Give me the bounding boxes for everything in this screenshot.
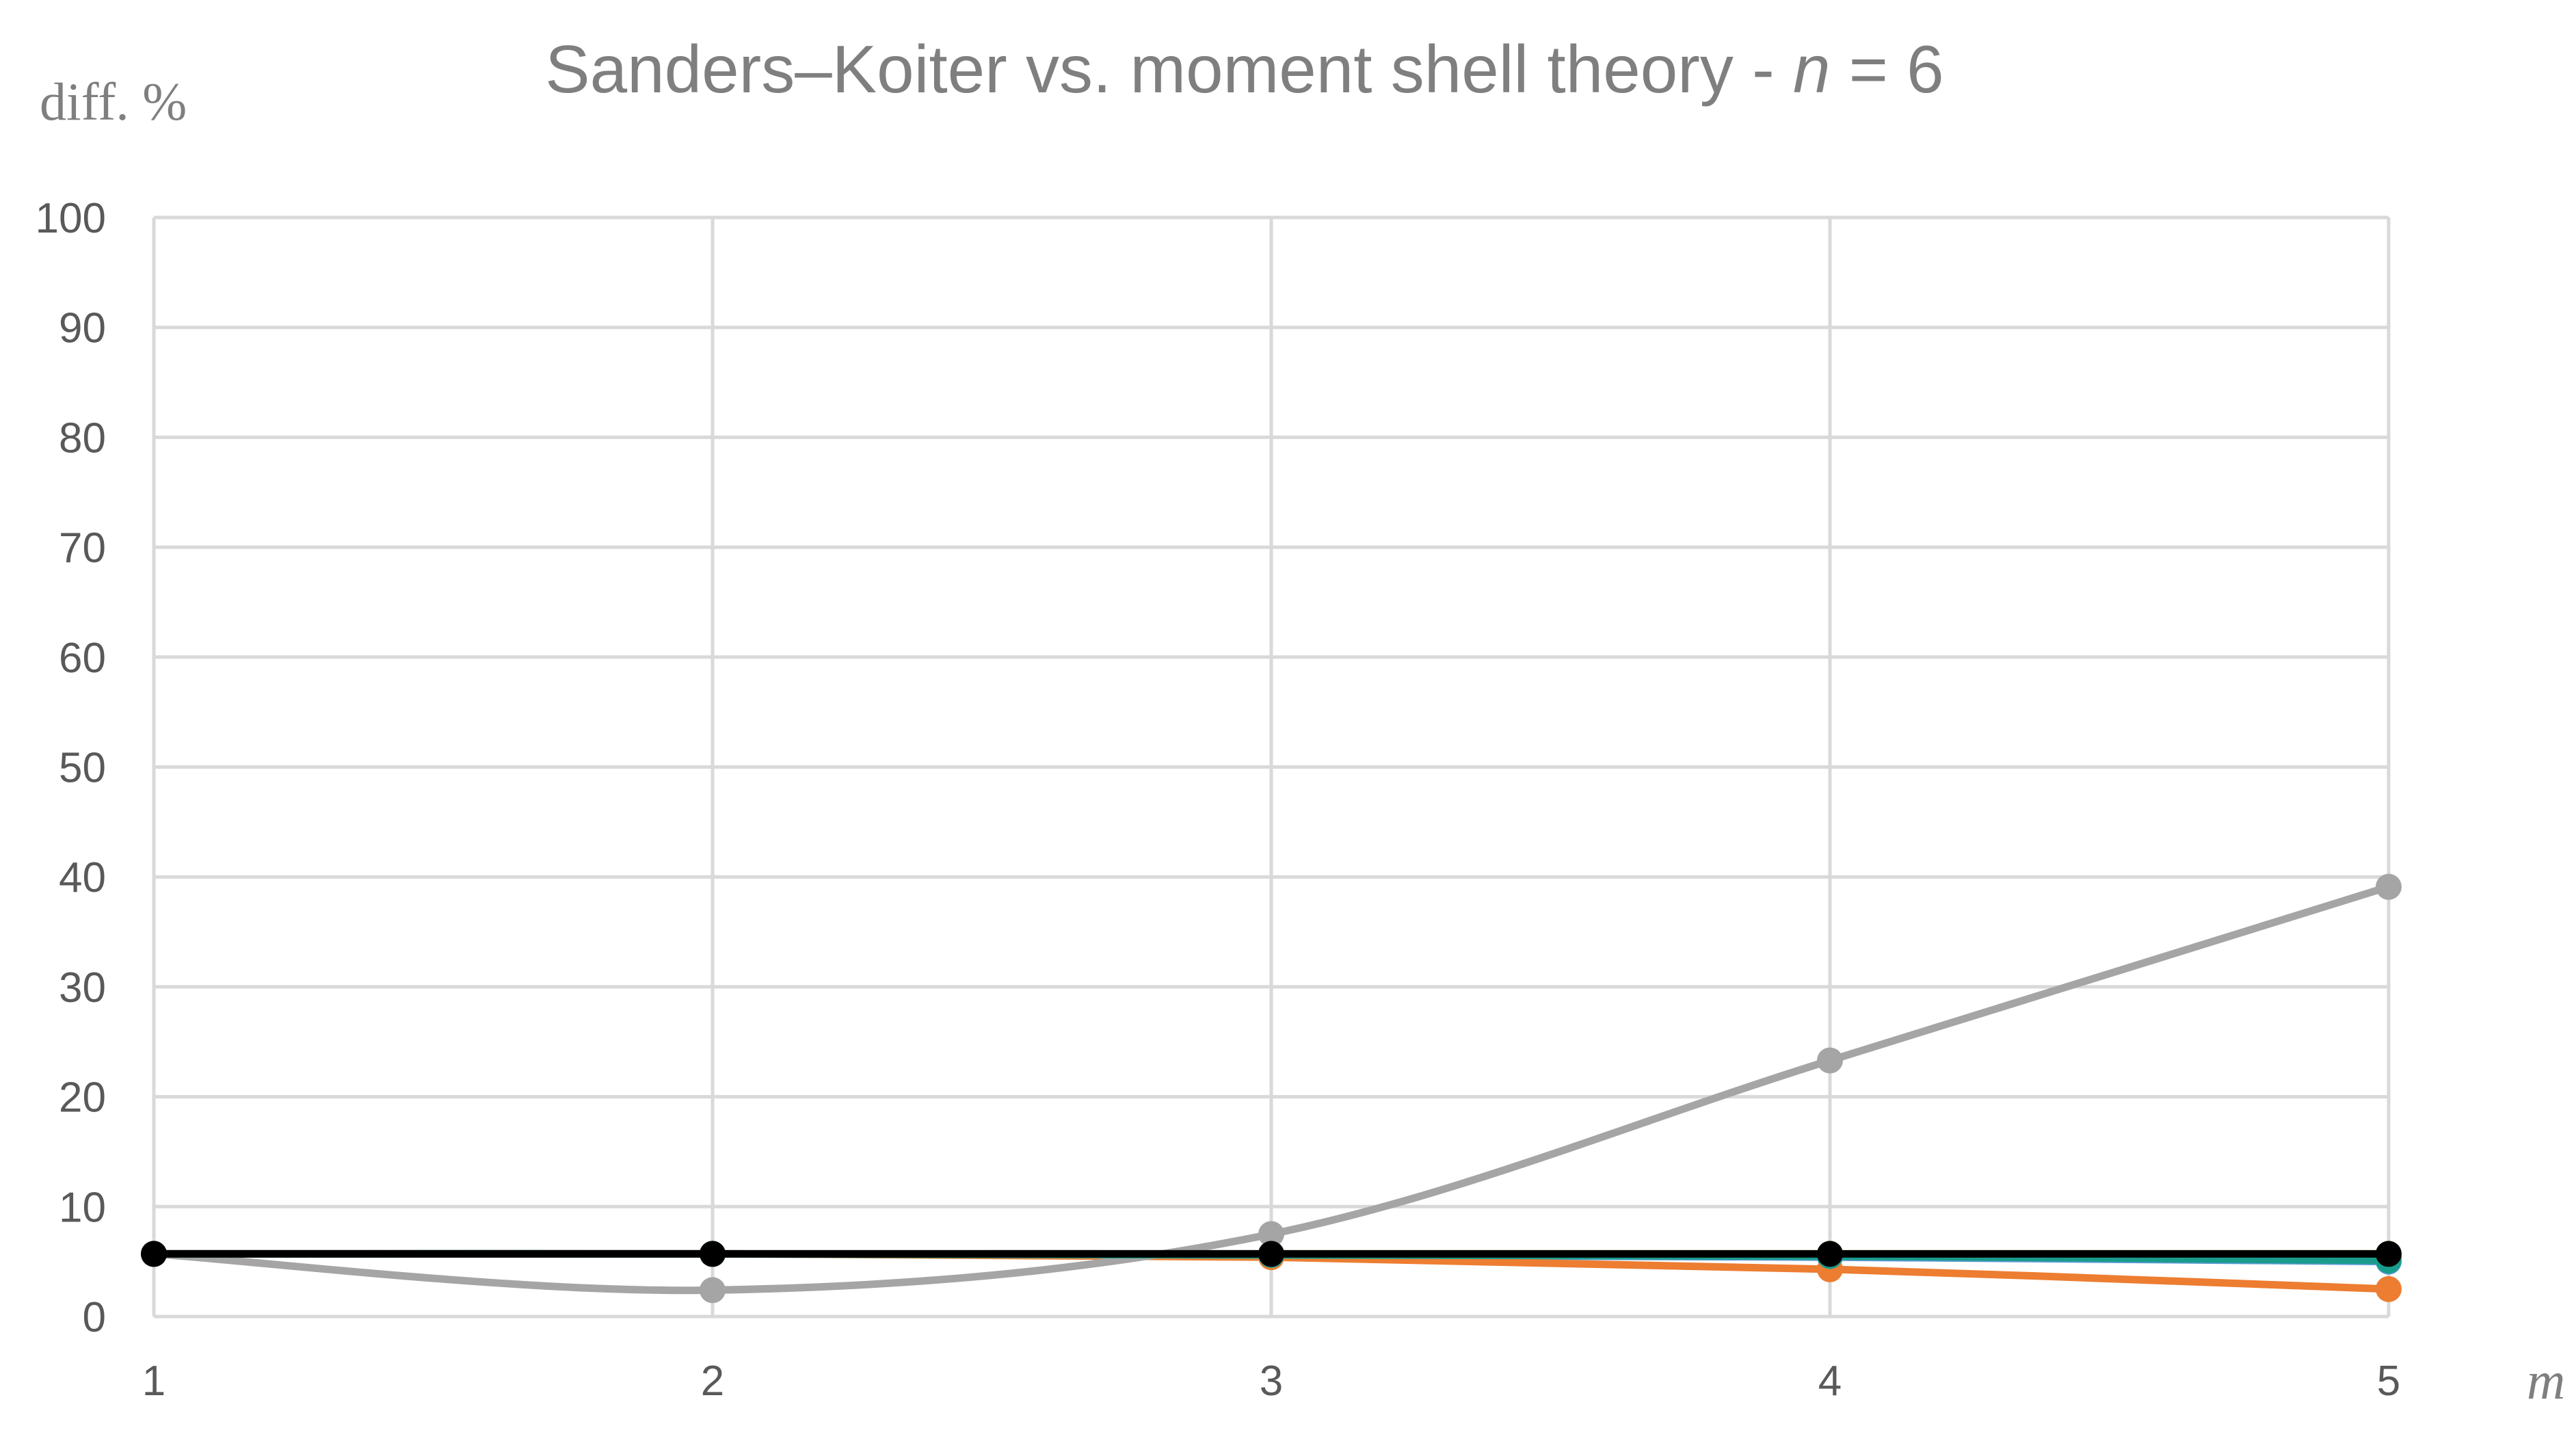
x-axis-label: m (2527, 1351, 2565, 1410)
y-tick-label: 60 (59, 635, 106, 682)
y-tick-label: 100 (36, 195, 106, 242)
y-tick-label: 70 (59, 525, 106, 572)
chart-title-suffix: = 6 (1831, 31, 1944, 107)
x-tick-label: 2 (701, 1358, 724, 1405)
chart-title-prefix: Sanders–Koiter vs. moment shell theory - (545, 31, 1793, 107)
y-tick-label: 20 (59, 1074, 106, 1122)
y-tick-label: 30 (59, 964, 106, 1012)
data-point (700, 1277, 726, 1304)
data-point (2376, 873, 2402, 900)
data-point (1817, 1047, 1843, 1074)
x-tick-label: 4 (1818, 1358, 1842, 1405)
y-tick-label: 40 (59, 854, 106, 901)
data-point (141, 1241, 167, 1267)
data-point (1258, 1221, 1284, 1247)
chart-title: Sanders–Koiter vs. moment shell theory -… (545, 31, 1943, 107)
x-tick-label: 5 (2377, 1358, 2400, 1405)
data-point (2376, 1275, 2402, 1302)
y-tick-labels: 0 10 20 30 40 50 60 70 80 90 100 (36, 195, 106, 1341)
y-tick-label: 80 (59, 414, 106, 462)
y-tick-label: 0 (83, 1294, 106, 1341)
data-point (2376, 1241, 2402, 1267)
data-point (700, 1241, 726, 1267)
series-lines (141, 873, 2402, 1304)
y-tick-label: 90 (59, 305, 106, 352)
data-point (1817, 1241, 1843, 1267)
chart-title-variable: n (1793, 31, 1831, 107)
x-tick-label: 1 (142, 1358, 165, 1405)
gridlines (152, 215, 2391, 1319)
data-point (1258, 1241, 1284, 1267)
y-axis-label: diff. % (40, 72, 187, 131)
series-7 (141, 1241, 2402, 1267)
x-tick-label: 3 (1260, 1358, 1283, 1405)
y-tick-label: 50 (59, 745, 106, 792)
x-tick-labels: 1 2 3 4 5 (142, 1358, 2400, 1405)
y-tick-label: 10 (59, 1184, 106, 1231)
